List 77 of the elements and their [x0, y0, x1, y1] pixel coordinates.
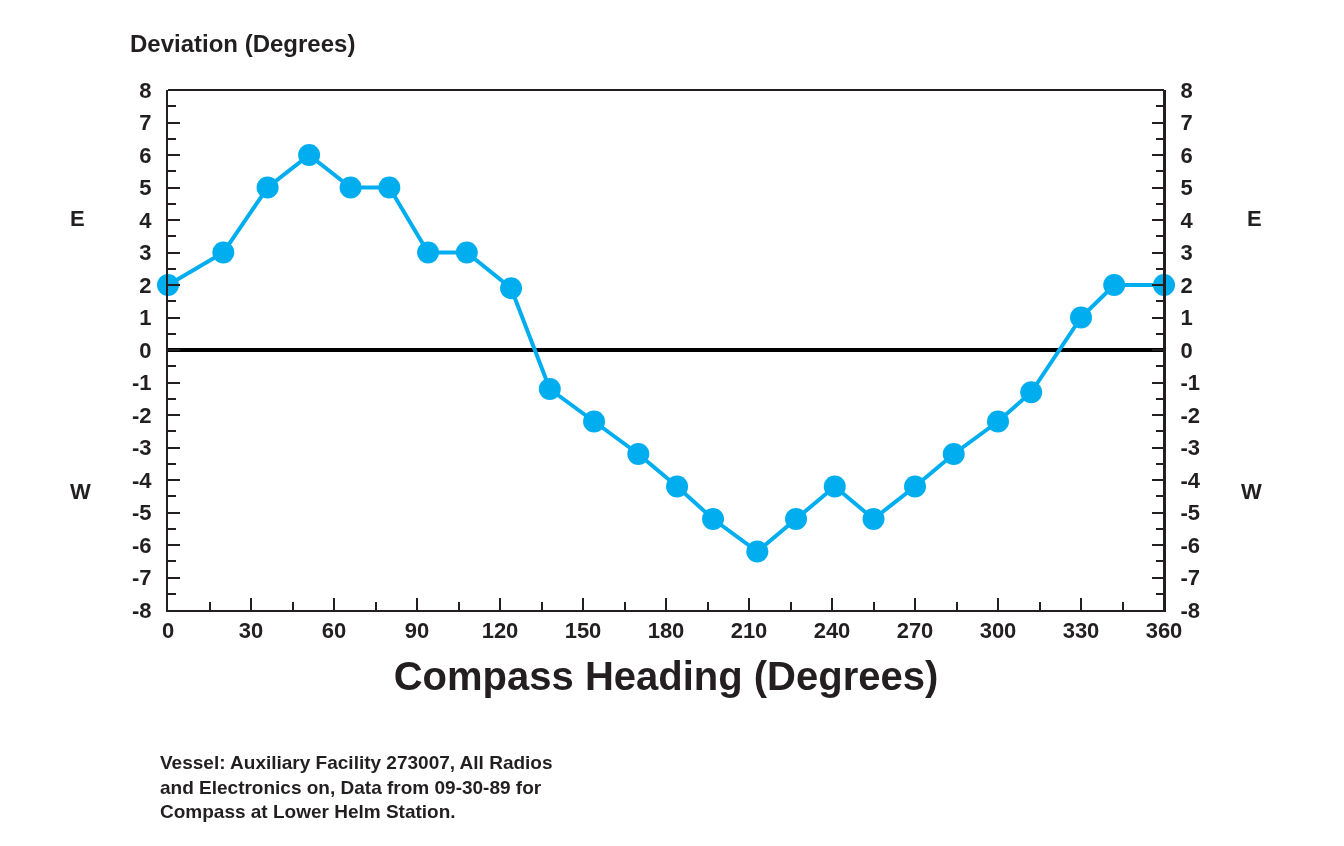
y2-tick-label: -6	[1180, 532, 1200, 558]
x-tick-label: 270	[896, 618, 934, 644]
point	[1070, 306, 1092, 329]
point	[538, 378, 561, 400]
point	[500, 277, 523, 300]
y-tick-label: -8	[132, 597, 152, 623]
y-tick-label: -2	[132, 402, 152, 428]
text: E	[1247, 206, 1262, 231]
point	[417, 241, 440, 264]
x-tick-label: 60	[321, 618, 347, 644]
point	[942, 443, 965, 465]
y2-tick-label: -1	[1180, 370, 1200, 396]
y2-tick-label: 1	[1180, 305, 1193, 331]
y2-tick-label: 2	[1180, 272, 1193, 298]
y-tick-label: 6	[139, 142, 152, 168]
y-tick-label: -6	[132, 532, 152, 558]
point	[862, 508, 885, 530]
y2-tick-label: 8	[1180, 77, 1193, 103]
y-tick-label: -3	[132, 435, 152, 461]
y-tick-label: 3	[139, 240, 152, 266]
text: Vessel: Auxiliary Facility 273007, All Radios and Electronics on, Data from 09-30-89 for Compass at Lower Helm Station.	[160, 752, 553, 823]
point	[1020, 381, 1043, 404]
y-tick-label: -5	[132, 500, 152, 526]
y2-tick-label: -5	[1180, 500, 1200, 526]
x-tick-label: 90	[404, 618, 430, 644]
y2-tick-label: -4	[1180, 467, 1201, 493]
point	[339, 176, 362, 199]
y-tick-label: 2	[139, 272, 152, 298]
x-tick-label: 210	[730, 618, 768, 644]
point	[256, 176, 279, 199]
x-tick-label: 300	[979, 618, 1017, 644]
point	[666, 475, 689, 498]
point	[627, 443, 650, 465]
y2-tick-label: 6	[1180, 142, 1193, 168]
y-tick-label: 4	[139, 207, 153, 233]
text: W	[1241, 479, 1262, 504]
y-tick-label: 1	[139, 305, 152, 331]
point	[212, 241, 235, 264]
point	[1103, 274, 1126, 296]
y-tick-label: -1	[132, 370, 152, 396]
y2-tick-label: -7	[1180, 565, 1200, 591]
y2-tick-label: -8	[1180, 597, 1200, 623]
text: E	[70, 206, 85, 231]
text: W	[70, 479, 91, 504]
x-tick-label: 360	[1145, 618, 1183, 644]
point	[987, 410, 1009, 433]
y-tick-label: 0	[139, 337, 152, 363]
y-tick-label: 5	[139, 175, 152, 201]
y-tick-label: -4	[132, 467, 153, 493]
x-tick-label: 30	[238, 618, 264, 644]
point	[298, 144, 321, 166]
y-tick-label: -7	[132, 565, 152, 591]
y-tick-label: 7	[139, 110, 152, 136]
point	[746, 540, 769, 563]
y-axis-title: Deviation (Degrees)	[130, 30, 356, 57]
y2-tick-label: 0	[1180, 337, 1193, 363]
x-tick-label: 240	[813, 618, 851, 644]
y2-tick-label: 5	[1180, 175, 1193, 201]
x-tick-label: 0	[161, 618, 175, 644]
y2-tick-label: 4	[1180, 207, 1194, 233]
point	[583, 410, 606, 433]
y2-tick-label: 3	[1180, 240, 1193, 266]
point	[904, 475, 926, 498]
y2-tick-label: -2	[1180, 402, 1200, 428]
point	[455, 241, 478, 264]
point	[823, 475, 846, 498]
point	[378, 176, 401, 199]
point	[702, 508, 725, 530]
x-tick-label: 120	[481, 618, 519, 644]
x-axis-title: Compass Heading (Degrees)	[393, 654, 939, 699]
point	[785, 508, 808, 530]
x-tick-label: 150	[564, 618, 602, 644]
x-tick-label: 180	[647, 618, 685, 644]
x-tick-label: 330	[1062, 618, 1100, 644]
y2-tick-label: -3	[1180, 435, 1200, 461]
y-tick-label: 8	[139, 77, 152, 103]
y2-tick-label: 7	[1180, 110, 1193, 136]
